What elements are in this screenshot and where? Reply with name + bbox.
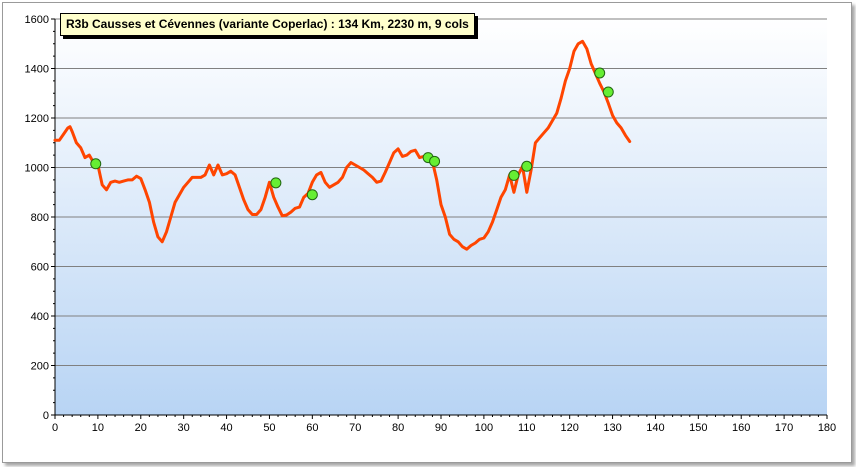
x-tick-label: 50 [263,422,275,434]
x-tick-label: 10 [92,422,104,434]
y-tick-label: 1600 [25,14,49,26]
y-tick-label: 600 [31,262,49,274]
x-tick-label: 160 [732,422,750,434]
col-marker [90,158,102,170]
x-tick-label: 20 [135,422,147,434]
elevation-line [53,39,632,251]
y-tick-label: 200 [31,361,49,373]
y-tick-label: 400 [31,311,49,323]
col-marker [602,86,614,98]
x-tick-label: 0 [52,422,58,434]
y-tick-label: 800 [31,212,49,224]
x-tick-label: 90 [435,422,447,434]
x-axis: 0 10 20 30 40 50 60 70 80 90 100 110 120 130 140 150 160… [52,415,836,434]
x-tick-label: 60 [306,422,318,434]
x-tick-label: 40 [220,422,232,434]
x-tick-label: 120 [560,422,578,434]
x-tick-label: 100 [475,422,493,434]
col-marker [594,67,606,79]
col-marker [508,169,520,181]
chart-title: R3b Causses et Cévennes (variante Coperl… [60,13,475,36]
x-tick-label: 30 [178,422,190,434]
x-tick-label: 150 [689,422,707,434]
x-tick-label: 70 [349,422,361,434]
x-tick-label: 170 [775,422,793,434]
col-marker [270,177,282,189]
x-tick-label: 140 [646,422,664,434]
elevation-chart: 0 10 20 30 40 50 60 70 80 90 100 110 120 130 140 150 160… [25,14,837,434]
x-tick-label: 110 [518,422,536,434]
elevation-series [53,39,632,251]
y-axis: 0 200 400 600 800 1000 1200 1400 1600 [25,14,55,422]
x-tick-label: 80 [392,422,404,434]
y-tick-label: 1000 [25,163,49,175]
col-markers [90,67,614,201]
col-marker [521,160,533,172]
col-marker [429,155,441,167]
y-tick-label: 1400 [25,64,49,76]
y-tick-label: 1200 [25,113,49,125]
x-tick-label: 130 [603,422,621,434]
y-tick-label: 0 [43,410,49,422]
x-tick-label: 180 [818,422,836,434]
col-marker [306,189,318,201]
